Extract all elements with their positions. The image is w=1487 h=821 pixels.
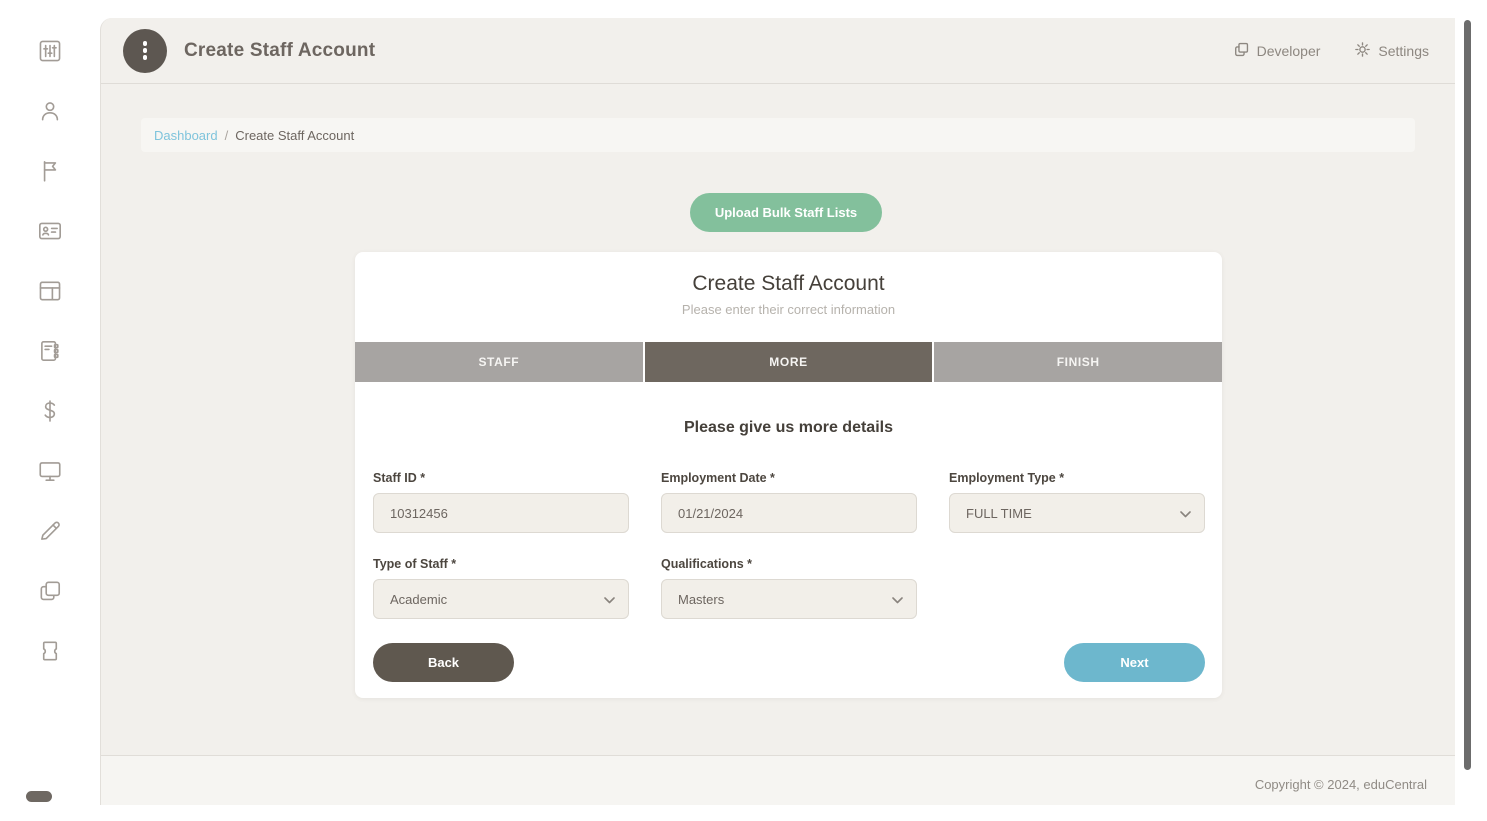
sidebar-item-edit[interactable] (37, 520, 64, 547)
tab-staff[interactable]: STAFF (355, 342, 643, 382)
type-of-staff-field: Type of Staff * Academic (373, 557, 629, 619)
chevron-down-icon (604, 592, 615, 607)
next-button[interactable]: Next (1064, 643, 1205, 682)
footer: Copyright © 2024, eduCentral (101, 755, 1455, 805)
flag-icon (37, 158, 63, 189)
employment-date-field: Employment Date * (661, 471, 917, 533)
sidebar (0, 0, 100, 780)
notebook-icon (37, 338, 63, 369)
staff-id-input[interactable] (373, 493, 629, 533)
staff-details-form: Staff ID * Employment Date * Employment … (373, 471, 1205, 619)
sidebar-item-users[interactable] (37, 100, 64, 127)
sidebar-item-pages[interactable] (37, 280, 64, 307)
employment-type-field: Employment Type * FULL TIME (949, 471, 1205, 533)
user-icon (37, 98, 63, 129)
staff-id-label: Staff ID * (373, 471, 426, 485)
gear-icon (1354, 41, 1371, 61)
windows-stack-icon (1233, 41, 1250, 61)
kebab-menu-icon (142, 41, 148, 46)
breadcrumb-current: Create Staff Account (235, 127, 355, 143)
layout-icon (37, 278, 63, 309)
tab-finish[interactable]: FINISH (934, 342, 1223, 382)
section-heading: Please give us more details (684, 419, 893, 436)
type-of-staff-label: Type of Staff * (373, 557, 457, 571)
page-title: Create Staff Account (184, 39, 376, 61)
breadcrumb-separator: / (224, 127, 229, 143)
sidebar-item-records[interactable] (37, 340, 64, 367)
chevron-down-icon (892, 592, 903, 607)
wizard-tabs: STAFF MORE FINISH (355, 342, 1223, 382)
layers-icon (37, 578, 63, 609)
card-title: Create Staff Account (692, 272, 885, 295)
ticket-icon (37, 638, 63, 669)
copyright-text: Copyright © 2024, eduCentral (1254, 777, 1427, 792)
sidebar-item-finance[interactable] (37, 400, 64, 427)
main-panel: Create Staff Account Developer Settings … (100, 18, 1455, 805)
pencil-icon (37, 518, 63, 549)
vertical-scrollbar[interactable] (1464, 20, 1471, 770)
sidebar-item-copies[interactable] (37, 580, 64, 607)
qualifications-label: Qualifications * (661, 557, 752, 571)
tab-more[interactable]: MORE (644, 342, 933, 382)
dollar-icon (37, 398, 63, 429)
sidebar-item-devices[interactable] (37, 460, 64, 487)
employment-type-label: Employment Type * (949, 471, 1065, 485)
sidebar-item-staff[interactable] (37, 220, 64, 247)
back-button[interactable]: Back (373, 643, 514, 682)
settings-button[interactable]: Settings (1354, 41, 1429, 61)
sidebar-item-controls[interactable] (37, 40, 64, 67)
create-staff-card: Create Staff Account Please enter their … (355, 252, 1223, 698)
type-of-staff-select[interactable]: Academic (373, 579, 629, 619)
upload-bulk-staff-button[interactable]: Upload Bulk Staff Lists (690, 193, 882, 232)
staff-id-field: Staff ID * (373, 471, 629, 533)
developer-button[interactable]: Developer (1233, 41, 1321, 61)
page-header: Create Staff Account Developer Settings (101, 18, 1455, 84)
employment-date-label: Employment Date * (661, 471, 775, 485)
chevron-down-icon (1180, 506, 1191, 521)
employment-date-input[interactable] (661, 493, 917, 533)
monitor-icon (37, 458, 63, 489)
sliders-icon (37, 38, 63, 69)
qualifications-field: Qualifications * Masters (661, 557, 917, 619)
id-card-icon (37, 218, 63, 249)
sidebar-item-reports[interactable] (37, 160, 64, 187)
sidebar-collapse-handle[interactable] (26, 791, 52, 802)
breadcrumb: Dashboard / Create Staff Account (141, 118, 1415, 152)
sidebar-item-tickets[interactable] (37, 640, 64, 667)
employment-type-select[interactable]: FULL TIME (949, 493, 1205, 533)
developer-label: Developer (1256, 42, 1321, 59)
kebab-menu-button[interactable] (123, 28, 167, 73)
settings-label: Settings (1378, 42, 1429, 59)
qualifications-select[interactable]: Masters (661, 579, 917, 619)
breadcrumb-dashboard-link[interactable]: Dashboard (154, 127, 218, 143)
card-subtitle: Please enter their correct information (681, 302, 896, 317)
